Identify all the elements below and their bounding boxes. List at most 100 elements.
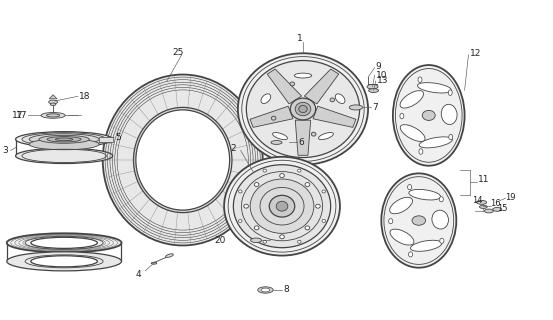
Ellipse shape: [271, 140, 282, 144]
Ellipse shape: [419, 137, 452, 148]
Ellipse shape: [273, 132, 288, 140]
Ellipse shape: [409, 252, 413, 257]
Ellipse shape: [441, 104, 457, 124]
Ellipse shape: [295, 102, 311, 116]
Ellipse shape: [7, 233, 122, 252]
Ellipse shape: [166, 254, 173, 257]
Text: 10: 10: [376, 71, 387, 80]
Text: 6: 6: [299, 138, 304, 147]
Ellipse shape: [449, 134, 453, 140]
Text: 12: 12: [469, 49, 481, 58]
Text: 13: 13: [377, 76, 388, 85]
Ellipse shape: [305, 183, 310, 187]
Text: 4: 4: [136, 270, 142, 279]
Text: 16: 16: [491, 199, 501, 208]
Ellipse shape: [305, 226, 310, 230]
Ellipse shape: [244, 204, 248, 208]
Ellipse shape: [400, 113, 404, 119]
Polygon shape: [304, 69, 339, 104]
FancyBboxPatch shape: [100, 137, 114, 142]
Ellipse shape: [298, 169, 301, 172]
Ellipse shape: [400, 125, 425, 141]
Ellipse shape: [299, 105, 307, 113]
Ellipse shape: [29, 134, 99, 145]
Ellipse shape: [335, 94, 345, 103]
Ellipse shape: [15, 132, 113, 147]
Ellipse shape: [280, 235, 284, 239]
Ellipse shape: [261, 94, 270, 103]
Text: 7: 7: [373, 103, 378, 112]
Polygon shape: [49, 95, 57, 99]
Ellipse shape: [419, 149, 423, 154]
Ellipse shape: [250, 179, 314, 233]
Ellipse shape: [276, 201, 288, 211]
Ellipse shape: [224, 157, 340, 256]
Ellipse shape: [389, 219, 393, 224]
Ellipse shape: [479, 205, 487, 208]
Ellipse shape: [477, 200, 487, 204]
Ellipse shape: [280, 174, 284, 178]
Text: 9: 9: [376, 62, 382, 71]
Text: 19: 19: [505, 193, 516, 202]
Ellipse shape: [439, 197, 444, 202]
Ellipse shape: [31, 256, 97, 267]
Ellipse shape: [412, 216, 426, 225]
Ellipse shape: [493, 207, 502, 211]
Ellipse shape: [390, 229, 414, 245]
Ellipse shape: [47, 137, 81, 142]
Polygon shape: [267, 69, 301, 104]
Ellipse shape: [440, 238, 444, 244]
Ellipse shape: [422, 110, 435, 120]
Ellipse shape: [393, 65, 465, 166]
Ellipse shape: [269, 195, 295, 217]
Text: 20: 20: [215, 236, 226, 245]
Ellipse shape: [29, 139, 99, 150]
Ellipse shape: [418, 83, 451, 93]
Text: 1: 1: [297, 34, 302, 43]
Ellipse shape: [272, 116, 276, 120]
Ellipse shape: [103, 75, 263, 245]
Ellipse shape: [261, 288, 270, 292]
Ellipse shape: [316, 204, 320, 208]
Ellipse shape: [432, 210, 448, 229]
Ellipse shape: [133, 108, 232, 212]
Polygon shape: [295, 120, 311, 155]
Text: 17: 17: [16, 111, 28, 120]
Ellipse shape: [400, 91, 424, 108]
Polygon shape: [313, 106, 356, 127]
Ellipse shape: [55, 138, 73, 141]
Ellipse shape: [382, 173, 456, 268]
Ellipse shape: [367, 84, 378, 89]
Ellipse shape: [15, 148, 113, 164]
Text: 25: 25: [173, 48, 184, 57]
Ellipse shape: [246, 60, 359, 157]
Ellipse shape: [311, 132, 316, 136]
Ellipse shape: [254, 226, 259, 230]
Ellipse shape: [409, 189, 441, 200]
Ellipse shape: [31, 237, 97, 248]
Ellipse shape: [152, 262, 157, 264]
Ellipse shape: [408, 185, 412, 190]
Ellipse shape: [238, 220, 242, 222]
Text: 18: 18: [79, 92, 91, 101]
Ellipse shape: [258, 287, 273, 293]
Ellipse shape: [41, 113, 65, 118]
Ellipse shape: [390, 197, 413, 214]
Ellipse shape: [484, 209, 493, 213]
Ellipse shape: [290, 98, 316, 120]
Ellipse shape: [290, 82, 295, 86]
Ellipse shape: [136, 110, 229, 210]
Polygon shape: [250, 106, 293, 127]
Text: 14: 14: [472, 196, 483, 205]
Text: 5: 5: [116, 133, 121, 142]
Ellipse shape: [50, 103, 56, 106]
Ellipse shape: [294, 73, 312, 78]
Ellipse shape: [49, 100, 58, 104]
Text: 8: 8: [283, 285, 289, 294]
Ellipse shape: [298, 240, 301, 243]
Ellipse shape: [263, 240, 267, 243]
Ellipse shape: [319, 132, 333, 140]
Text: 3: 3: [2, 146, 8, 155]
Ellipse shape: [322, 190, 326, 193]
Ellipse shape: [418, 77, 422, 83]
